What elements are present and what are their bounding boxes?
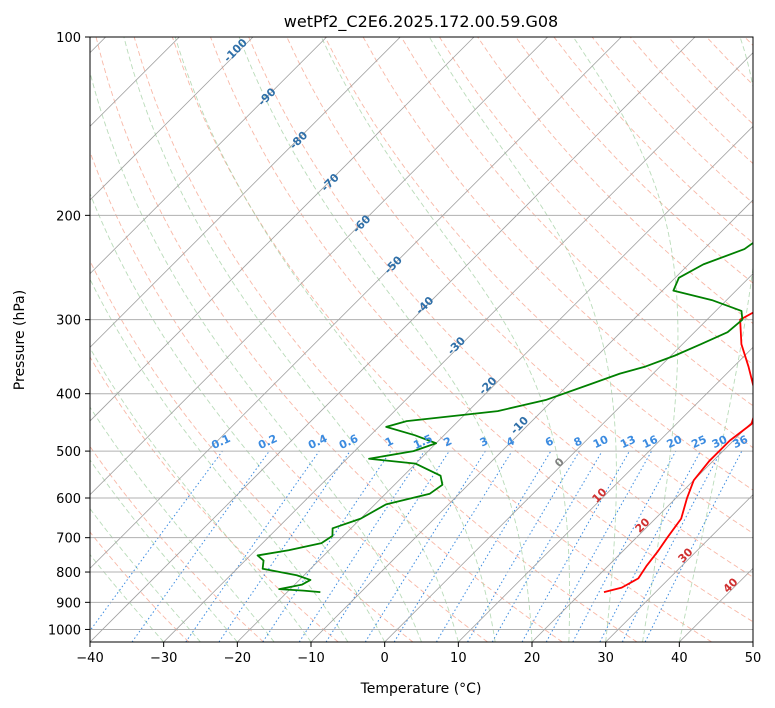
- isotherm-gridline: [384, 273, 753, 642]
- temperature-line: [603, 311, 753, 594]
- x-tick-label: −40: [76, 651, 103, 666]
- y-tick-label: 300: [56, 314, 81, 329]
- y-tick-label: 600: [56, 492, 81, 507]
- moist-adiabat: [320, 37, 571, 642]
- x-axis-label: Temperature (°C): [360, 681, 482, 697]
- x-tick-label: 50: [745, 651, 762, 666]
- dry-adiabat: [90, 150, 488, 642]
- dry-adiabat: [171, 37, 712, 642]
- mixing-ratio-label: 36: [731, 433, 751, 451]
- dry-adiabat: [248, 37, 753, 578]
- isotherm-gridline: [90, 37, 548, 496]
- moist-adiabat: [123, 37, 459, 642]
- y-tick-label: 200: [56, 209, 81, 224]
- mixing-ratio-label: 30: [710, 433, 730, 451]
- dry-adiabat: [133, 37, 638, 642]
- mixing-ratio-label: 25: [689, 433, 708, 451]
- y-tick-label: 900: [56, 596, 81, 611]
- dry-adiabat: [95, 37, 563, 642]
- x-tick-label: 10: [450, 651, 467, 666]
- moist-adiabat: [572, 37, 679, 642]
- x-tick-label: 0: [381, 651, 389, 666]
- isotherm-gridline: [531, 420, 753, 642]
- isotherm-gridline: [163, 52, 753, 642]
- x-tick-label: −30: [150, 651, 177, 666]
- moist-adiabat: [428, 37, 617, 642]
- series-lines: [256, 241, 753, 594]
- dry-adiabat: [400, 37, 753, 407]
- isotherm-gridline: [605, 494, 753, 642]
- dry-adiabat: [90, 531, 190, 642]
- moist-adiabat: [90, 406, 275, 642]
- y-axis-label: Pressure (hPa): [12, 290, 28, 390]
- mixing-ratio-line: [218, 450, 351, 642]
- dry-adiabat: [90, 356, 339, 642]
- moist-adiabat: [90, 459, 238, 642]
- dry-adiabat: [210, 37, 753, 623]
- dewpoint-line: [256, 241, 753, 594]
- x-tick-label: 30: [597, 651, 614, 666]
- mixing-ratio-label: 16: [640, 433, 660, 451]
- plot-frame: [89, 36, 754, 643]
- dry-adiabat: [90, 445, 264, 642]
- mixing-ratio-line: [131, 450, 270, 642]
- mixing-ratio-line: [185, 450, 320, 642]
- x-tick-label: 20: [524, 651, 541, 666]
- moist-adiabat: [238, 37, 533, 642]
- mixing-ratio-line: [90, 450, 223, 632]
- isotherm-gridline: [90, 37, 696, 642]
- mixing-ratio-line: [521, 450, 630, 642]
- y-tick-label: 100: [56, 31, 81, 46]
- isotherm-gridline: [237, 125, 753, 642]
- y-tick-label: 500: [56, 445, 81, 460]
- mixing-ratio-label: 10: [591, 433, 611, 451]
- isotherm-gridline: [90, 37, 622, 569]
- mixing-ratio-line: [262, 450, 392, 642]
- mixing-ratio-line: [545, 450, 653, 642]
- mixing-ratio-line: [644, 450, 743, 642]
- background-lines: [90, 37, 753, 642]
- mixing-ratio-line: [298, 450, 425, 642]
- x-tick-label: −20: [224, 651, 251, 666]
- x-tick-label: 40: [671, 651, 688, 666]
- axes: −40 −30 −20 −10 0 10 20 30 40 50 100 200 300 400 500 60…: [48, 31, 761, 666]
- isotherm-gridline: [90, 37, 327, 275]
- isotherm-gridline: [90, 37, 401, 348]
- chart-title: wetPf2_C2E6.2025.172.00.59.G08: [284, 12, 558, 32]
- x-tick-label: −10: [297, 651, 324, 666]
- isotherm-gridline: [90, 37, 254, 201]
- dry-adiabat: [324, 37, 753, 491]
- mixing-ratio-label: 20: [665, 433, 685, 451]
- mixing-ratio-label: 13: [618, 433, 637, 451]
- y-tick-label: 800: [56, 566, 81, 581]
- mixing-ratio-line: [572, 450, 677, 642]
- mixing-ratio-line: [325, 450, 450, 642]
- isotherm-gridline: [310, 199, 753, 642]
- moist-adiabat: [678, 37, 753, 642]
- mixing-ratio-line: [393, 450, 513, 642]
- isotherm-gridline: [90, 37, 475, 422]
- grid: [90, 37, 753, 642]
- y-tick-label: 1000: [48, 623, 81, 638]
- y-tick-label: 700: [56, 532, 81, 547]
- y-tick-label: 400: [56, 388, 81, 403]
- isotherm-gridline: [458, 346, 753, 642]
- dry-adiabat: [515, 37, 753, 284]
- dry-adiabat: [439, 37, 753, 365]
- moist-adiabat: [90, 278, 349, 642]
- moist-adiabat: [90, 192, 386, 642]
- moist-adiabat: [174, 37, 496, 642]
